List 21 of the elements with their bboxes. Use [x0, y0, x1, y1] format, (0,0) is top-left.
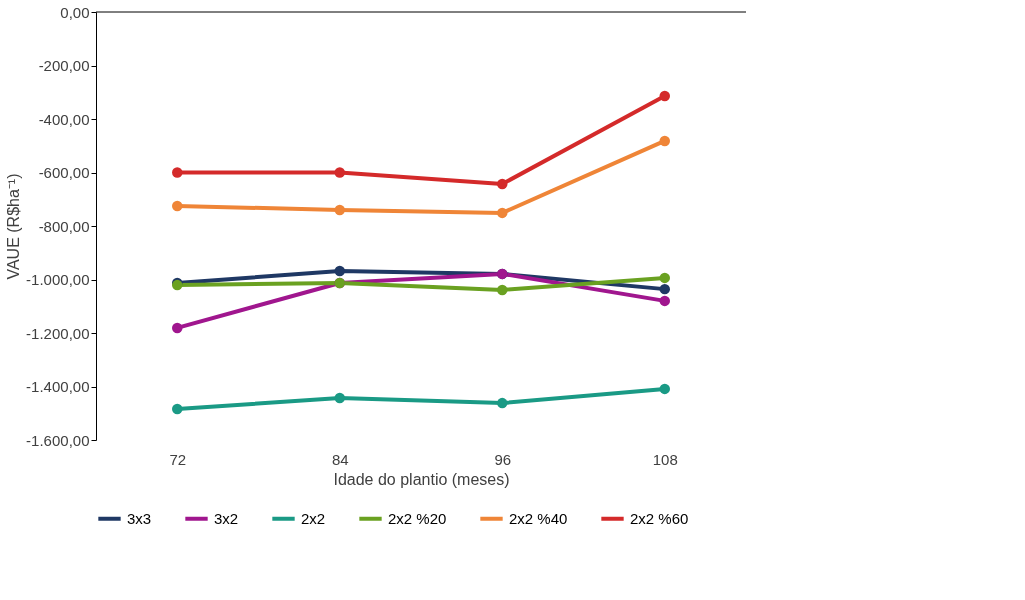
- x-tick-label: 96: [494, 450, 512, 468]
- legend-label: 2x2 %20: [388, 509, 447, 527]
- legend-label: 2x2 %40: [509, 509, 568, 527]
- y-tick-label: -1.600,00: [26, 431, 90, 449]
- y-tick-label: -800,00: [38, 217, 90, 235]
- x-tick-label: 108: [652, 450, 678, 468]
- y-tick-label: -1.400,00: [26, 378, 90, 395]
- y-tick-label: -200,00: [38, 57, 90, 74]
- y-tick-label: -1.000,00: [26, 271, 90, 288]
- legend-label: 2x2: [301, 509, 326, 527]
- y-axis-title: VAUE (R$ha⁻¹): [5, 173, 23, 280]
- legend-label: 3x3: [127, 509, 152, 527]
- legend-label: 2x2 %60: [630, 509, 689, 527]
- y-tick-label: 0,00: [60, 3, 90, 21]
- y-tick-label: -400,00: [38, 110, 90, 128]
- y-tick-label: -600,00: [38, 164, 90, 181]
- x-axis-title: Idade do plantio (meses): [333, 470, 510, 488]
- x-tick-label: 84: [331, 450, 349, 468]
- legend-label: 3x2: [214, 509, 239, 527]
- y-tick-label: -1.200,00: [26, 324, 90, 342]
- x-tick-label: 72: [169, 450, 187, 468]
